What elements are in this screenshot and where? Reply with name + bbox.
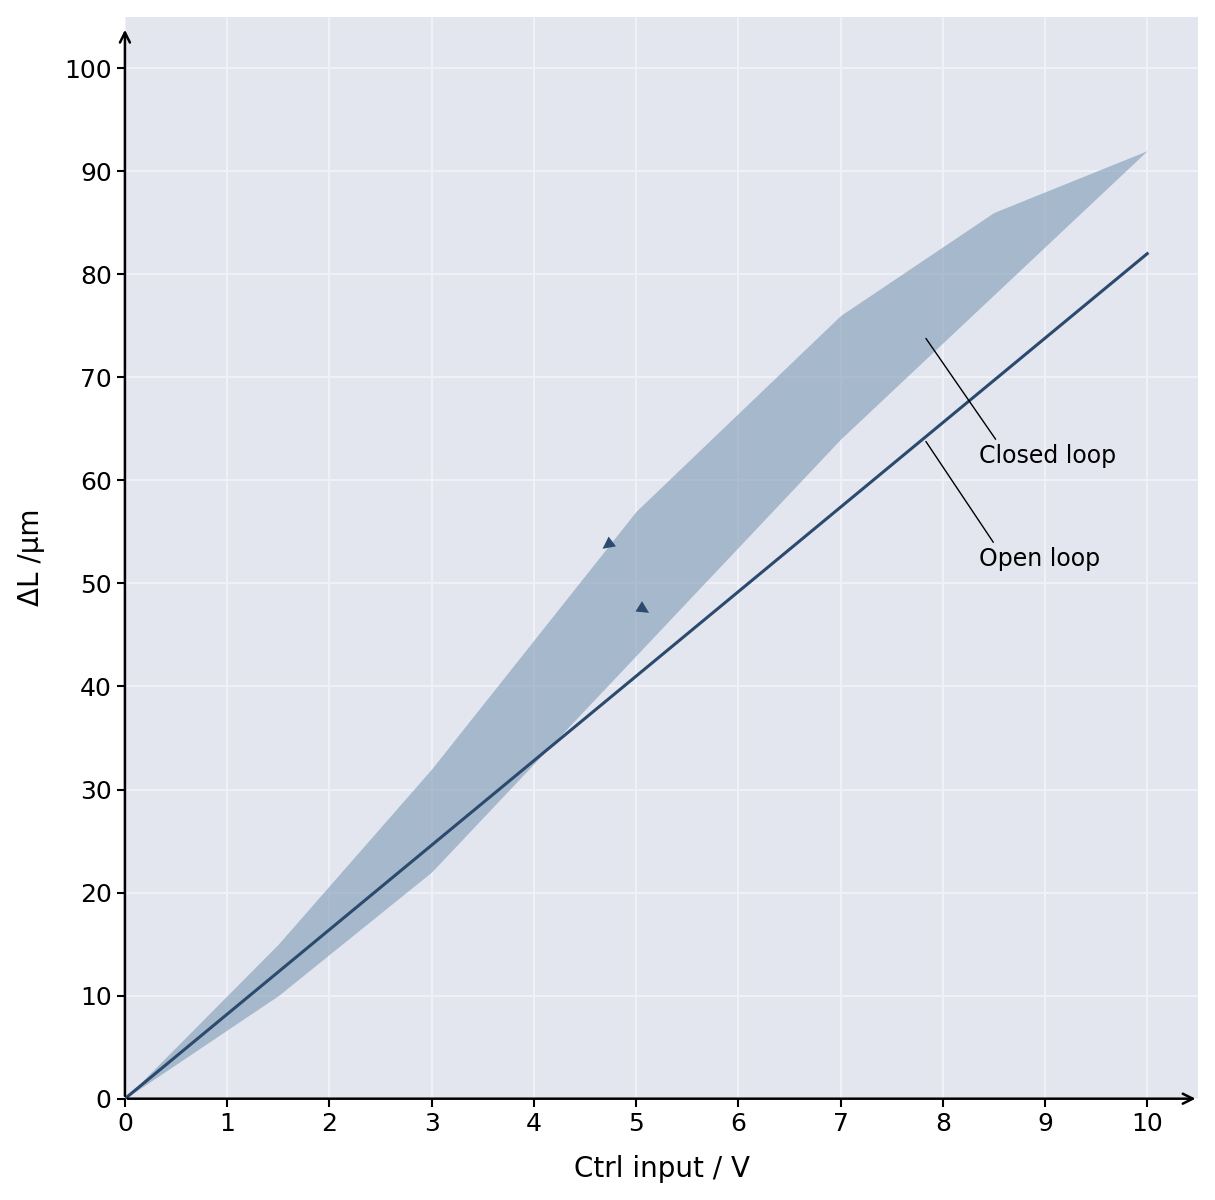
Text: Closed loop: Closed loop: [926, 338, 1115, 468]
Text: Open loop: Open loop: [926, 442, 1100, 571]
X-axis label: Ctrl input / V: Ctrl input / V: [573, 1156, 750, 1183]
Y-axis label: ΔL /μm: ΔL /μm: [17, 509, 45, 606]
